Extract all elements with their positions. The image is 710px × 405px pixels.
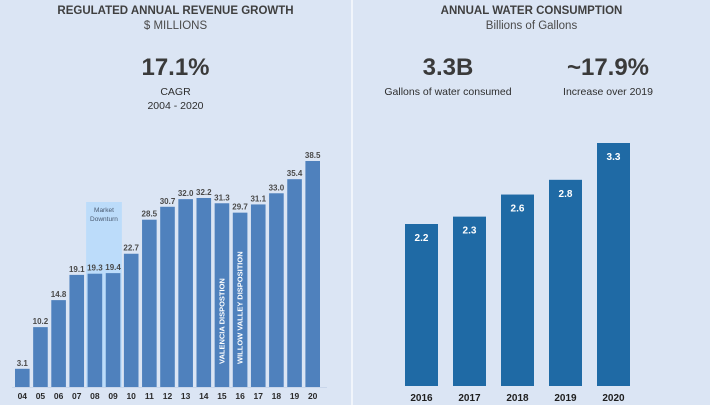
market-downturn-label: Market bbox=[94, 207, 114, 214]
revenue-value-label: 29.7 bbox=[232, 203, 248, 212]
revenue-year-tick: 04 bbox=[18, 391, 28, 401]
water-value-label: 2.8 bbox=[559, 189, 573, 200]
panel-divider bbox=[351, 0, 353, 405]
water-total-value: 3.3B bbox=[422, 54, 474, 81]
revenue-value-label: 19.1 bbox=[69, 265, 85, 274]
revenue-value-label: 33.0 bbox=[269, 183, 285, 192]
water-total-label: Gallons of water consumed bbox=[384, 86, 512, 98]
revenue-value-label: 3.1 bbox=[17, 359, 29, 368]
revenue-bar bbox=[269, 193, 284, 387]
revenue-bar bbox=[87, 273, 103, 387]
revenue-value-label: 35.4 bbox=[287, 169, 303, 178]
revenue-year-tick: 09 bbox=[108, 391, 118, 401]
revenue-bar bbox=[250, 204, 266, 387]
revenue-value-label: 28.5 bbox=[142, 210, 158, 219]
water-bar bbox=[405, 224, 438, 386]
revenue-chart-title: REGULATED ANNUAL REVENUE GROWTH bbox=[57, 5, 294, 17]
water-bar bbox=[549, 179, 582, 386]
revenue-value-label: 22.7 bbox=[123, 244, 139, 253]
water-bar bbox=[501, 194, 534, 386]
revenue-year-tick: 07 bbox=[72, 391, 82, 401]
revenue-value-label: 32.2 bbox=[196, 188, 212, 197]
revenue-year-tick: 12 bbox=[163, 391, 173, 401]
revenue-bar bbox=[33, 327, 48, 387]
water-value-label: 2.2 bbox=[415, 233, 429, 244]
revenue-bar bbox=[123, 253, 139, 387]
revenue-value-label: 30.7 bbox=[160, 197, 176, 206]
water-year-tick: 2020 bbox=[602, 393, 625, 404]
revenue-bar bbox=[105, 273, 121, 387]
water-year-tick: 2017 bbox=[458, 393, 481, 404]
revenue-year-tick: 13 bbox=[181, 391, 191, 401]
revenue-bar bbox=[15, 368, 30, 387]
revenue-year-tick: 06 bbox=[54, 391, 64, 401]
revenue-year-tick: 20 bbox=[308, 391, 318, 401]
market-downturn-label: Downturn bbox=[90, 216, 118, 223]
revenue-bar bbox=[160, 206, 175, 387]
water-chart-title: ANNUAL WATER CONSUMPTION bbox=[440, 5, 623, 17]
revenue-bar bbox=[232, 212, 248, 387]
water-bar bbox=[597, 143, 630, 386]
revenue-year-tick: 16 bbox=[235, 391, 245, 401]
water-year-tick: 2018 bbox=[506, 393, 529, 404]
disposition-annotation: VALENCIA DISPOSTION bbox=[217, 278, 226, 364]
revenue-bar bbox=[69, 274, 85, 387]
cagr-value: 17.1% bbox=[141, 54, 210, 81]
revenue-year-tick: 11 bbox=[145, 391, 154, 401]
revenue-year-tick: 14 bbox=[199, 391, 209, 401]
revenue-year-tick: 19 bbox=[290, 391, 300, 401]
water-year-tick: 2019 bbox=[554, 393, 577, 404]
revenue-bar bbox=[287, 179, 302, 387]
revenue-value-label: 10.2 bbox=[33, 317, 49, 326]
water-value-label: 3.3 bbox=[607, 152, 621, 163]
revenue-chart-subtitle: $ MILLIONS bbox=[143, 20, 208, 32]
revenue-bar bbox=[178, 199, 193, 387]
revenue-bar bbox=[142, 219, 157, 387]
revenue-year-tick: 17 bbox=[254, 391, 264, 401]
water-bar bbox=[453, 216, 486, 386]
revenue-year-tick: 05 bbox=[36, 391, 46, 401]
revenue-bar bbox=[214, 203, 230, 387]
water-increase-label: Increase over 2019 bbox=[563, 86, 653, 98]
revenue-value-label: 14.8 bbox=[51, 290, 67, 299]
water-chart-subtitle: Billions of Gallons bbox=[485, 20, 578, 32]
revenue-year-tick: 15 bbox=[217, 391, 227, 401]
cagr-label: CAGR bbox=[160, 86, 191, 98]
revenue-value-label: 31.3 bbox=[214, 193, 230, 202]
revenue-year-tick: 10 bbox=[126, 391, 136, 401]
water-value-label: 2.6 bbox=[511, 204, 525, 215]
revenue-value-label: 19.4 bbox=[105, 263, 121, 272]
revenue-value-label: 38.5 bbox=[305, 151, 321, 160]
revenue-value-label: 31.1 bbox=[250, 194, 266, 203]
revenue-value-label: 32.0 bbox=[178, 189, 194, 198]
water-panel: ANNUAL WATER CONSUMPTION Billions of Gal… bbox=[353, 0, 710, 405]
revenue-bar bbox=[305, 161, 320, 387]
cagr-period: 2004 - 2020 bbox=[147, 100, 204, 112]
water-value-label: 2.3 bbox=[463, 226, 477, 237]
water-increase-value: ~17.9% bbox=[566, 54, 650, 81]
water-year-tick: 2016 bbox=[410, 393, 433, 404]
revenue-value-label: 19.3 bbox=[87, 264, 103, 273]
revenue-year-tick: 08 bbox=[90, 391, 100, 401]
disposition-annotation: WILLOW VALLEY DISPOSITION bbox=[236, 251, 245, 364]
revenue-panel: REGULATED ANNUAL REVENUE GROWTH $ MILLIO… bbox=[0, 0, 351, 405]
revenue-bar bbox=[51, 300, 66, 387]
revenue-bar bbox=[196, 197, 212, 387]
revenue-year-tick: 18 bbox=[272, 391, 282, 401]
